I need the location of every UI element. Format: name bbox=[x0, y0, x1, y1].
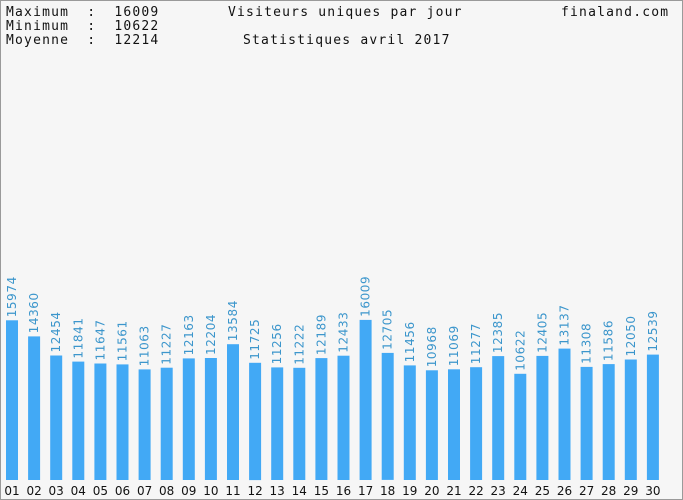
value-label-day-24: 10622 bbox=[513, 330, 527, 371]
value-label-day-30: 12539 bbox=[646, 310, 660, 351]
value-label-day-27: 11308 bbox=[580, 323, 594, 364]
x-tick-label: 05 bbox=[93, 484, 108, 498]
x-tick-label: 28 bbox=[601, 484, 616, 498]
x-tick-label: 17 bbox=[358, 484, 373, 498]
value-label-day-04: 11841 bbox=[71, 317, 85, 358]
minimum-stat: Minimum : 10622 bbox=[6, 19, 160, 34]
x-tick-label: 23 bbox=[491, 484, 506, 498]
bar-day-13 bbox=[271, 367, 284, 480]
x-tick-label: 25 bbox=[535, 484, 550, 498]
bar-day-07 bbox=[138, 369, 151, 480]
x-tick-label: 10 bbox=[203, 484, 218, 498]
bar-day-25 bbox=[536, 355, 549, 480]
bar-day-17 bbox=[359, 319, 372, 480]
value-label-day-21: 11069 bbox=[447, 325, 461, 366]
bar-day-03 bbox=[50, 355, 63, 480]
bar-day-10 bbox=[204, 358, 217, 480]
value-label-day-23: 12385 bbox=[491, 312, 505, 353]
bar-day-05 bbox=[94, 363, 107, 480]
x-tick-label: 27 bbox=[579, 484, 594, 498]
value-label-day-20: 10968 bbox=[425, 326, 439, 367]
bar-day-26 bbox=[558, 348, 571, 480]
bar-day-23 bbox=[492, 356, 505, 480]
value-label-day-17: 16009 bbox=[359, 276, 373, 317]
value-label-day-11: 13584 bbox=[226, 300, 240, 341]
bar-day-04 bbox=[72, 361, 85, 480]
bar-day-19 bbox=[403, 365, 416, 480]
bar-day-24 bbox=[514, 373, 527, 480]
value-label-day-08: 11227 bbox=[160, 324, 174, 365]
value-label-day-28: 11586 bbox=[602, 320, 616, 361]
x-tick-label: 14 bbox=[292, 484, 307, 498]
x-tick-label: 22 bbox=[468, 484, 483, 498]
value-label-day-16: 12433 bbox=[337, 312, 351, 353]
bar-day-15 bbox=[315, 358, 328, 480]
value-label-day-29: 12050 bbox=[624, 315, 638, 356]
x-tick-label: 02 bbox=[26, 484, 41, 498]
x-tick-label: 08 bbox=[159, 484, 174, 498]
x-tick-label: 09 bbox=[181, 484, 196, 498]
value-label-day-10: 12204 bbox=[204, 314, 218, 355]
x-tick-label: 18 bbox=[380, 484, 395, 498]
bar-day-16 bbox=[337, 355, 350, 480]
x-tick-label: 19 bbox=[402, 484, 417, 498]
maximum-stat: Maximum : 16009 bbox=[6, 5, 160, 20]
value-label-day-09: 12163 bbox=[182, 314, 196, 355]
chart-title: Visiteurs uniques par jour bbox=[228, 5, 463, 20]
value-label-day-06: 11561 bbox=[116, 320, 130, 361]
x-tick-label: 24 bbox=[513, 484, 528, 498]
bar-day-08 bbox=[160, 367, 173, 480]
bar-day-20 bbox=[425, 370, 438, 480]
x-tick-label: 03 bbox=[49, 484, 64, 498]
x-tick-label: 13 bbox=[270, 484, 285, 498]
value-label-day-25: 12405 bbox=[535, 312, 549, 353]
bar-day-12 bbox=[249, 362, 262, 481]
x-tick-label: 11 bbox=[225, 484, 240, 498]
bar-day-06 bbox=[116, 364, 129, 480]
x-tick-label: 07 bbox=[137, 484, 152, 498]
average-stat: Moyenne : 12214 bbox=[6, 33, 160, 48]
x-tick-label: 30 bbox=[645, 484, 660, 498]
bar-day-02 bbox=[28, 336, 41, 480]
value-label-day-18: 12705 bbox=[381, 309, 395, 350]
value-label-day-14: 11222 bbox=[292, 324, 306, 365]
value-label-day-02: 14360 bbox=[27, 292, 41, 333]
value-label-day-26: 13137 bbox=[558, 304, 572, 345]
bar-day-27 bbox=[580, 366, 593, 480]
x-tick-label: 29 bbox=[623, 484, 638, 498]
x-tick-label: 20 bbox=[424, 484, 439, 498]
value-label-day-03: 12454 bbox=[49, 311, 63, 352]
x-tick-label: 12 bbox=[247, 484, 262, 498]
value-label-day-05: 11647 bbox=[93, 319, 107, 360]
value-label-day-12: 11725 bbox=[248, 319, 262, 360]
bar-day-28 bbox=[602, 364, 615, 480]
x-tick-label: 15 bbox=[314, 484, 329, 498]
x-tick-label: 04 bbox=[71, 484, 86, 498]
value-label-day-19: 11456 bbox=[403, 321, 417, 362]
x-tick-label: 01 bbox=[4, 484, 19, 498]
value-label-day-13: 11256 bbox=[270, 323, 284, 364]
bar-day-18 bbox=[381, 352, 394, 480]
bar-day-11 bbox=[227, 344, 239, 480]
value-label-day-22: 11277 bbox=[469, 323, 483, 364]
bar-day-29 bbox=[624, 359, 637, 480]
x-tick-label: 16 bbox=[336, 484, 351, 498]
bar-day-21 bbox=[448, 369, 460, 480]
x-tick-label: 26 bbox=[557, 484, 572, 498]
value-label-day-01: 15974 bbox=[5, 276, 19, 317]
value-label-day-07: 11063 bbox=[138, 325, 152, 366]
bar-day-30 bbox=[646, 354, 659, 480]
x-tick-label: 21 bbox=[446, 484, 461, 498]
site-name: finaland.com bbox=[561, 5, 670, 20]
bar-day-01 bbox=[6, 320, 18, 480]
value-label-day-15: 12189 bbox=[314, 314, 328, 355]
bar-day-09 bbox=[182, 358, 195, 480]
bar-day-14 bbox=[293, 367, 306, 480]
x-tick-label: 06 bbox=[115, 484, 130, 498]
chart-subtitle: Statistiques avril 2017 bbox=[243, 33, 451, 48]
bar-day-22 bbox=[470, 367, 483, 480]
